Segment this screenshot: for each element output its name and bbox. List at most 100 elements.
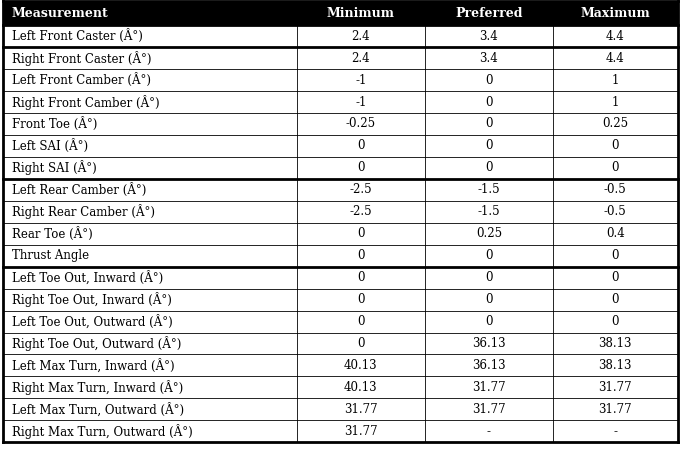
Bar <box>553 267 678 288</box>
Bar <box>553 157 678 179</box>
Text: -2.5: -2.5 <box>349 205 372 218</box>
Text: 31.77: 31.77 <box>472 403 505 416</box>
Text: 0: 0 <box>357 293 364 306</box>
Bar <box>3 267 297 288</box>
Bar <box>297 245 425 267</box>
Text: 0.4: 0.4 <box>606 227 624 240</box>
Text: -: - <box>613 425 617 438</box>
Text: 0: 0 <box>357 139 364 152</box>
Text: 2.4: 2.4 <box>351 30 370 43</box>
Text: -1: -1 <box>355 96 366 108</box>
Bar <box>553 1 678 25</box>
Bar <box>3 1 297 25</box>
Bar <box>3 420 297 442</box>
Bar <box>297 25 425 47</box>
Bar <box>553 25 678 47</box>
Bar <box>553 113 678 135</box>
Bar <box>3 288 297 311</box>
Bar <box>425 245 553 267</box>
Text: Right Toe Out, Inward (Â°): Right Toe Out, Inward (Â°) <box>12 292 172 307</box>
Bar <box>553 201 678 223</box>
Text: 0: 0 <box>485 293 492 306</box>
Bar <box>425 1 553 25</box>
Text: 0: 0 <box>612 315 619 328</box>
Bar <box>297 91 425 113</box>
Bar <box>3 354 297 376</box>
Text: 0: 0 <box>485 96 492 108</box>
Text: 2.4: 2.4 <box>351 51 370 65</box>
Text: -0.5: -0.5 <box>604 183 627 196</box>
Text: Left Toe Out, Outward (Â°): Left Toe Out, Outward (Â°) <box>12 314 172 329</box>
Bar <box>3 47 297 69</box>
Text: 4.4: 4.4 <box>606 51 624 65</box>
Text: 3.4: 3.4 <box>479 51 498 65</box>
Text: 0: 0 <box>485 139 492 152</box>
Bar <box>425 25 553 47</box>
Text: 0: 0 <box>357 249 364 262</box>
Text: Right Toe Out, Outward (Â°): Right Toe Out, Outward (Â°) <box>12 336 181 351</box>
Text: 0: 0 <box>485 315 492 328</box>
Text: 0: 0 <box>485 162 492 174</box>
Bar <box>425 288 553 311</box>
Text: 31.77: 31.77 <box>344 425 377 438</box>
Bar <box>553 223 678 245</box>
Text: Rear Toe (Â°): Rear Toe (Â°) <box>12 227 93 241</box>
Text: 0.25: 0.25 <box>602 117 629 131</box>
Text: Left Max Turn, Outward (Â°): Left Max Turn, Outward (Â°) <box>12 402 184 416</box>
Bar <box>3 399 297 420</box>
Bar <box>553 311 678 333</box>
Text: 31.77: 31.77 <box>344 403 377 416</box>
Bar <box>425 69 553 91</box>
Bar <box>553 288 678 311</box>
Bar <box>3 135 297 157</box>
Text: 0: 0 <box>485 271 492 284</box>
Bar <box>425 223 553 245</box>
Bar <box>297 420 425 442</box>
Bar <box>553 399 678 420</box>
Text: 0: 0 <box>357 227 364 240</box>
Bar <box>297 157 425 179</box>
Text: 31.77: 31.77 <box>599 381 632 394</box>
Text: Right SAI (Â°): Right SAI (Â°) <box>12 160 96 175</box>
Text: 4.4: 4.4 <box>606 30 624 43</box>
Text: 0.25: 0.25 <box>476 227 502 240</box>
Text: Left Front Camber (Â°): Left Front Camber (Â°) <box>12 73 151 87</box>
Text: 0: 0 <box>612 139 619 152</box>
Text: 0: 0 <box>357 162 364 174</box>
Text: -0.5: -0.5 <box>604 205 627 218</box>
Bar <box>553 333 678 354</box>
Bar <box>425 267 553 288</box>
Text: Left Rear Camber (Â°): Left Rear Camber (Â°) <box>12 183 146 197</box>
Bar <box>425 179 553 201</box>
Text: 0: 0 <box>485 74 492 86</box>
Text: 1: 1 <box>612 74 619 86</box>
Bar <box>3 223 297 245</box>
Text: 0: 0 <box>485 117 492 131</box>
Text: Left SAI (Â°): Left SAI (Â°) <box>12 139 88 153</box>
Bar <box>425 311 553 333</box>
Text: Thrust Angle: Thrust Angle <box>12 249 89 262</box>
Text: 3.4: 3.4 <box>479 30 498 43</box>
Bar <box>297 179 425 201</box>
Text: Preferred: Preferred <box>455 6 522 20</box>
Bar <box>553 354 678 376</box>
Bar <box>297 311 425 333</box>
Text: Front Toe (Â°): Front Toe (Â°) <box>12 117 97 131</box>
Text: 31.77: 31.77 <box>599 403 632 416</box>
Bar <box>3 333 297 354</box>
Bar <box>425 47 553 69</box>
Bar <box>425 113 553 135</box>
Text: 0: 0 <box>485 249 492 262</box>
Bar <box>553 245 678 267</box>
Bar <box>297 47 425 69</box>
Bar <box>425 420 553 442</box>
Bar <box>425 201 553 223</box>
Bar <box>297 223 425 245</box>
Bar <box>425 135 553 157</box>
Text: -1.5: -1.5 <box>477 183 500 196</box>
Bar <box>425 354 553 376</box>
Text: -1: -1 <box>355 74 366 86</box>
Bar <box>297 113 425 135</box>
Bar <box>3 376 297 399</box>
Bar <box>3 179 297 201</box>
